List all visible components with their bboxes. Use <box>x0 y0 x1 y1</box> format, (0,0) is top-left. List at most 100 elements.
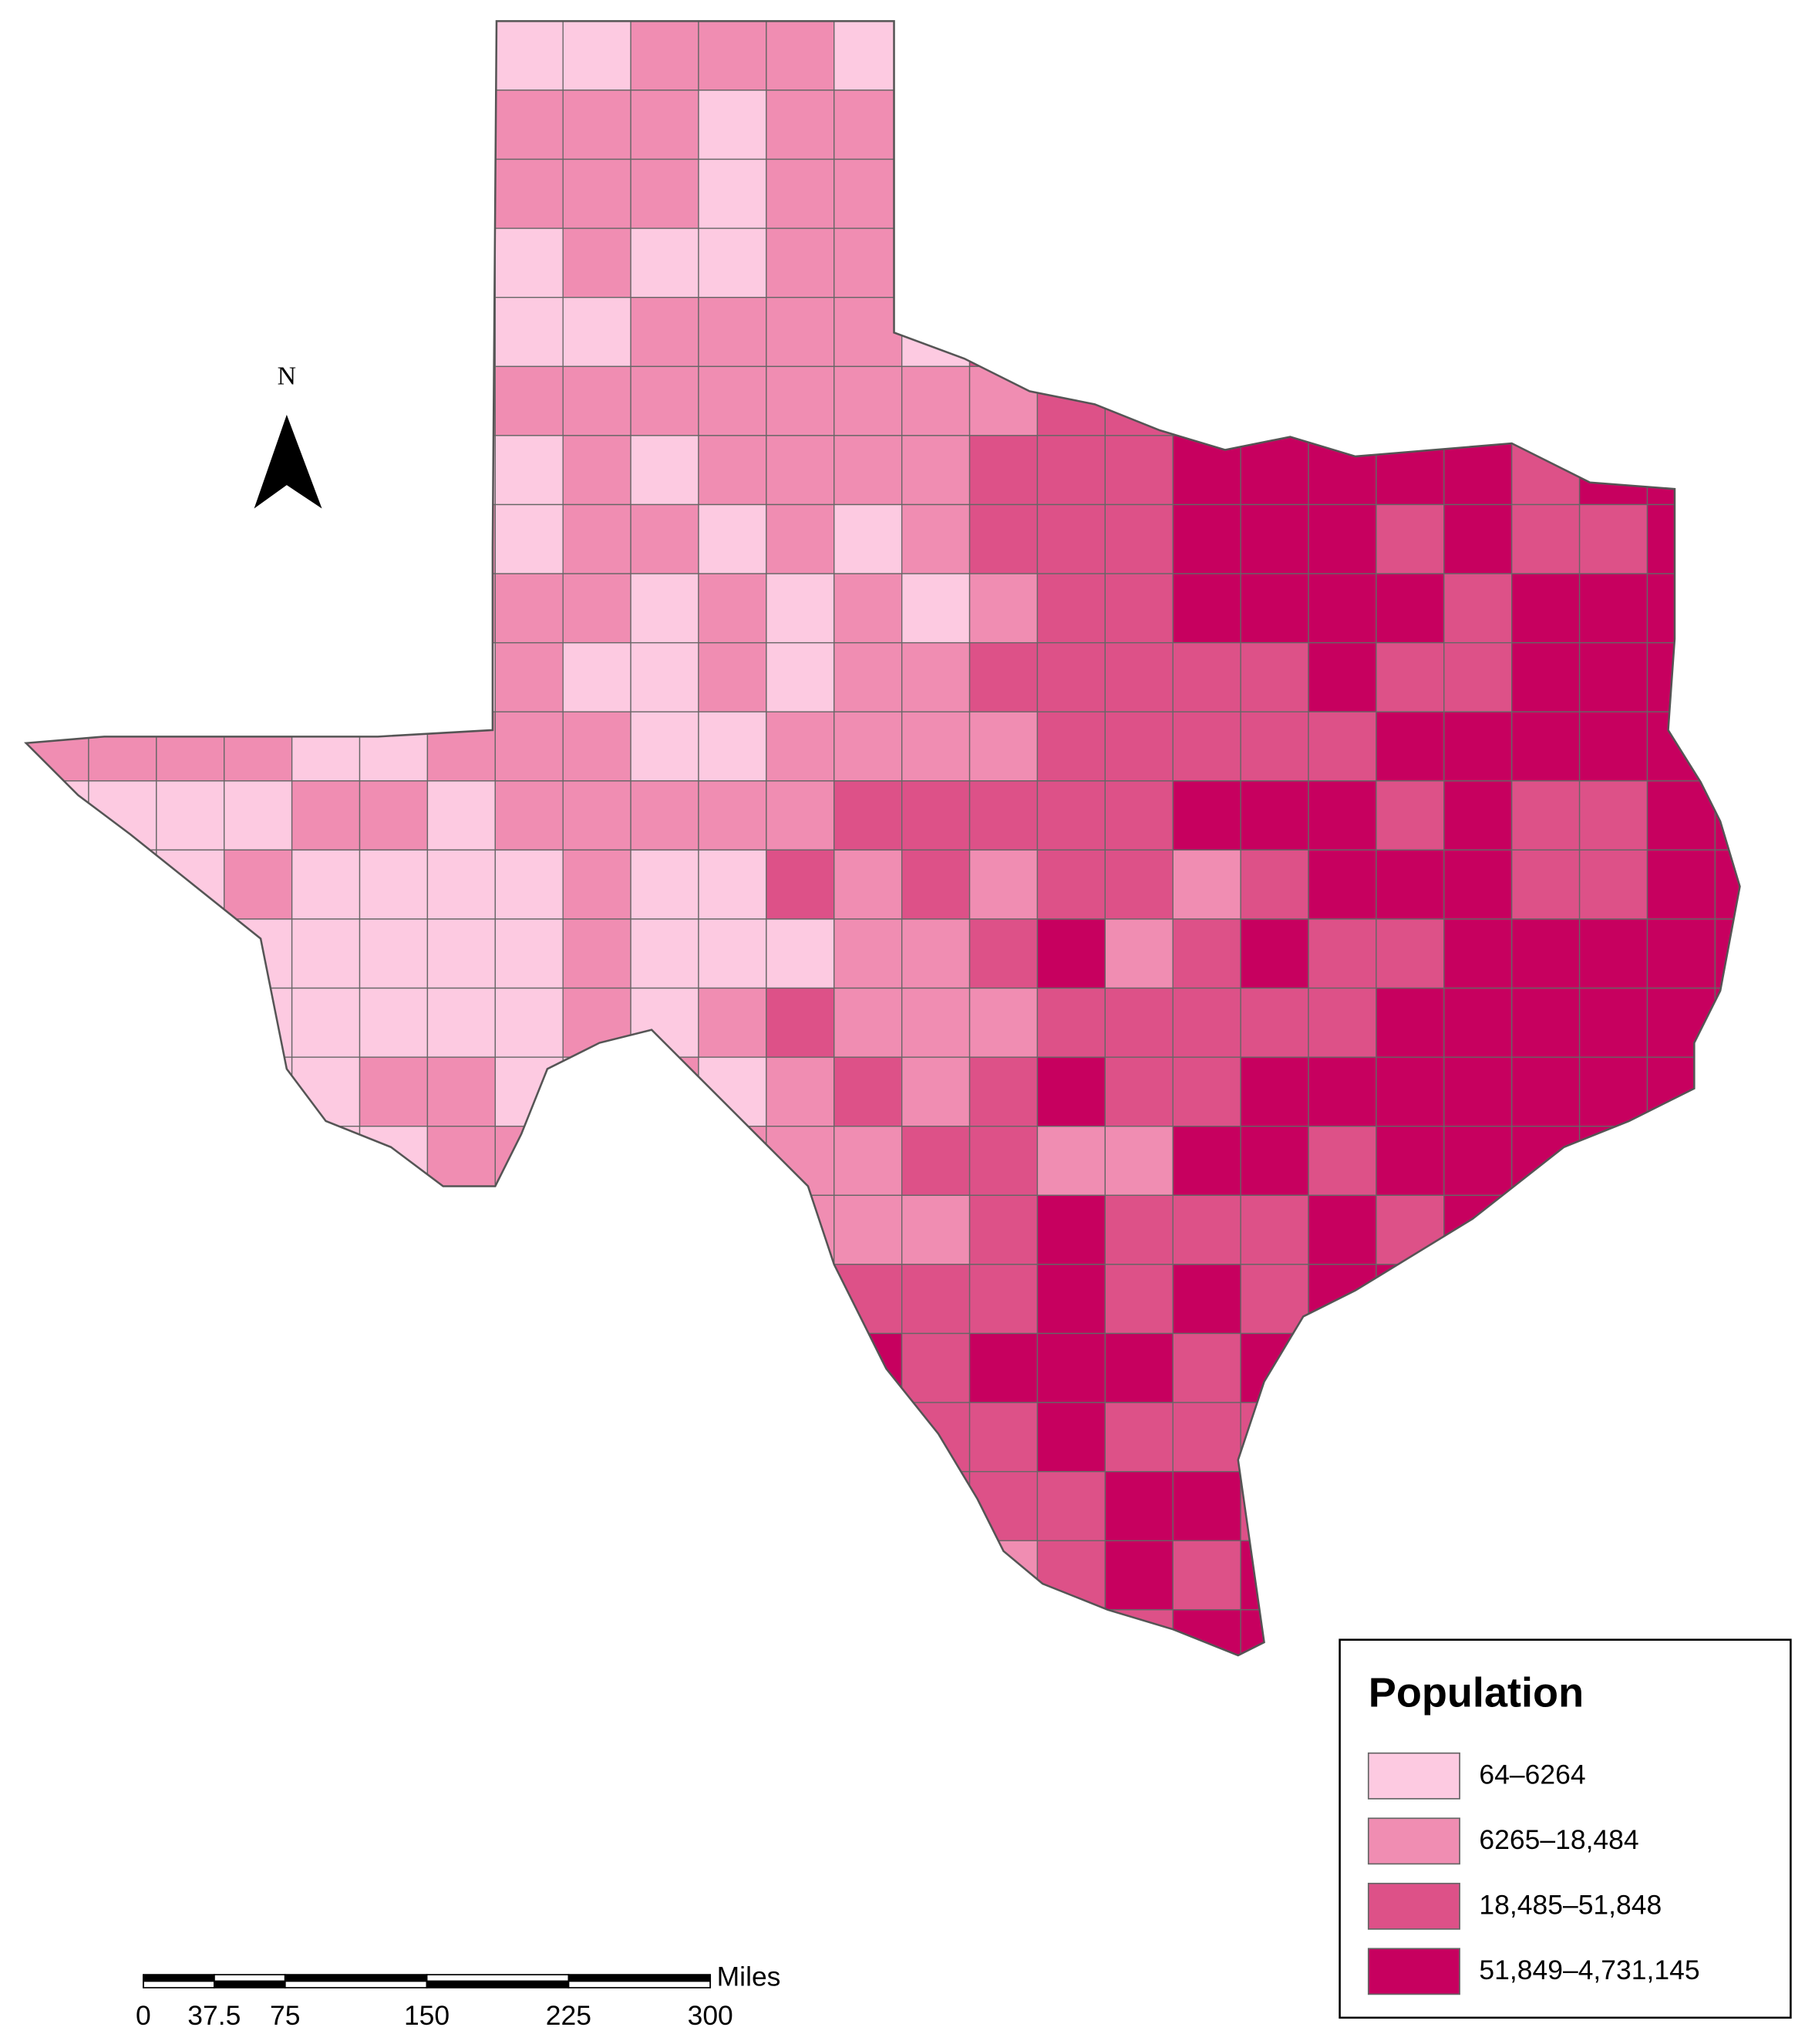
county <box>901 1402 971 1473</box>
county <box>1037 1679 1105 1748</box>
county <box>901 1609 971 1655</box>
county <box>698 780 767 851</box>
county <box>630 918 699 989</box>
county <box>426 1194 496 1265</box>
county <box>1646 435 1716 506</box>
county <box>968 641 1039 712</box>
county <box>1646 918 1716 989</box>
county <box>25 89 89 160</box>
county <box>1443 21 1513 91</box>
county <box>1308 918 1377 989</box>
county <box>1308 1264 1377 1335</box>
county <box>359 1402 429 1473</box>
county <box>1714 987 1740 1058</box>
county <box>224 1056 293 1127</box>
county <box>698 89 767 160</box>
county <box>1511 641 1581 712</box>
county <box>1714 573 1740 644</box>
county <box>359 1609 429 1655</box>
county <box>494 1402 564 1473</box>
county <box>1172 987 1241 1058</box>
county <box>1104 1470 1174 1541</box>
county <box>562 780 631 851</box>
county <box>88 711 157 782</box>
county <box>1443 1332 1513 1403</box>
county <box>88 1056 157 1127</box>
county <box>88 780 157 851</box>
county <box>630 1609 699 1655</box>
county <box>631 1679 699 1748</box>
county <box>25 1056 89 1127</box>
county <box>630 158 699 229</box>
county <box>88 1126 157 1196</box>
county <box>1443 1402 1513 1473</box>
county <box>25 1264 89 1335</box>
county <box>359 987 429 1058</box>
county <box>563 1679 631 1748</box>
county <box>1578 918 1648 989</box>
county <box>1646 365 1716 436</box>
county <box>156 1126 225 1196</box>
county <box>833 227 903 298</box>
county <box>833 918 903 989</box>
county <box>968 987 1039 1058</box>
county <box>1104 365 1174 436</box>
county <box>224 573 293 644</box>
county <box>562 89 631 160</box>
county <box>1646 297 1716 367</box>
county <box>359 1540 429 1611</box>
county <box>1036 641 1106 712</box>
legend-label: 51,849–4,731,145 <box>1479 1955 1699 1985</box>
county <box>1240 780 1309 851</box>
scale-segment <box>567 1974 712 1982</box>
county <box>902 1679 970 1748</box>
county <box>901 711 971 782</box>
county <box>426 1470 496 1541</box>
scale-segment <box>143 1974 215 1982</box>
county <box>1172 1056 1241 1127</box>
county <box>833 1126 903 1196</box>
county <box>494 435 564 506</box>
county <box>291 21 361 91</box>
county <box>1714 503 1740 574</box>
county <box>156 1402 225 1473</box>
county <box>1104 227 1174 298</box>
county <box>88 21 157 91</box>
county <box>1443 780 1513 851</box>
county <box>698 1264 767 1335</box>
county <box>1104 503 1174 574</box>
county <box>766 780 835 851</box>
county <box>359 780 429 851</box>
county <box>1240 89 1309 160</box>
county <box>766 1679 834 1748</box>
county <box>156 918 225 989</box>
county <box>426 849 496 920</box>
county <box>1511 1194 1581 1265</box>
counties <box>25 21 1740 1748</box>
county <box>1172 435 1241 506</box>
county <box>901 1470 971 1541</box>
county <box>1443 1126 1513 1196</box>
county <box>25 158 89 229</box>
county <box>699 1679 766 1748</box>
county <box>1714 1264 1740 1335</box>
county <box>968 918 1039 989</box>
legend-items: 64–6264 6265–18,484 18,485–51,848 51,849–4,… <box>1367 1752 1700 1995</box>
county <box>1376 1194 1445 1265</box>
county <box>25 297 89 367</box>
county <box>224 1194 293 1265</box>
county <box>833 365 903 436</box>
scale-segment <box>426 1980 570 1988</box>
county <box>224 1679 292 1748</box>
county <box>291 89 361 160</box>
county <box>901 1126 971 1196</box>
county <box>494 1540 564 1611</box>
county <box>1376 435 1445 506</box>
county <box>426 573 496 644</box>
county <box>224 1264 293 1335</box>
county <box>426 227 496 298</box>
county <box>968 1470 1039 1541</box>
county <box>1376 1540 1445 1611</box>
county <box>1376 503 1445 574</box>
county <box>292 1679 360 1748</box>
